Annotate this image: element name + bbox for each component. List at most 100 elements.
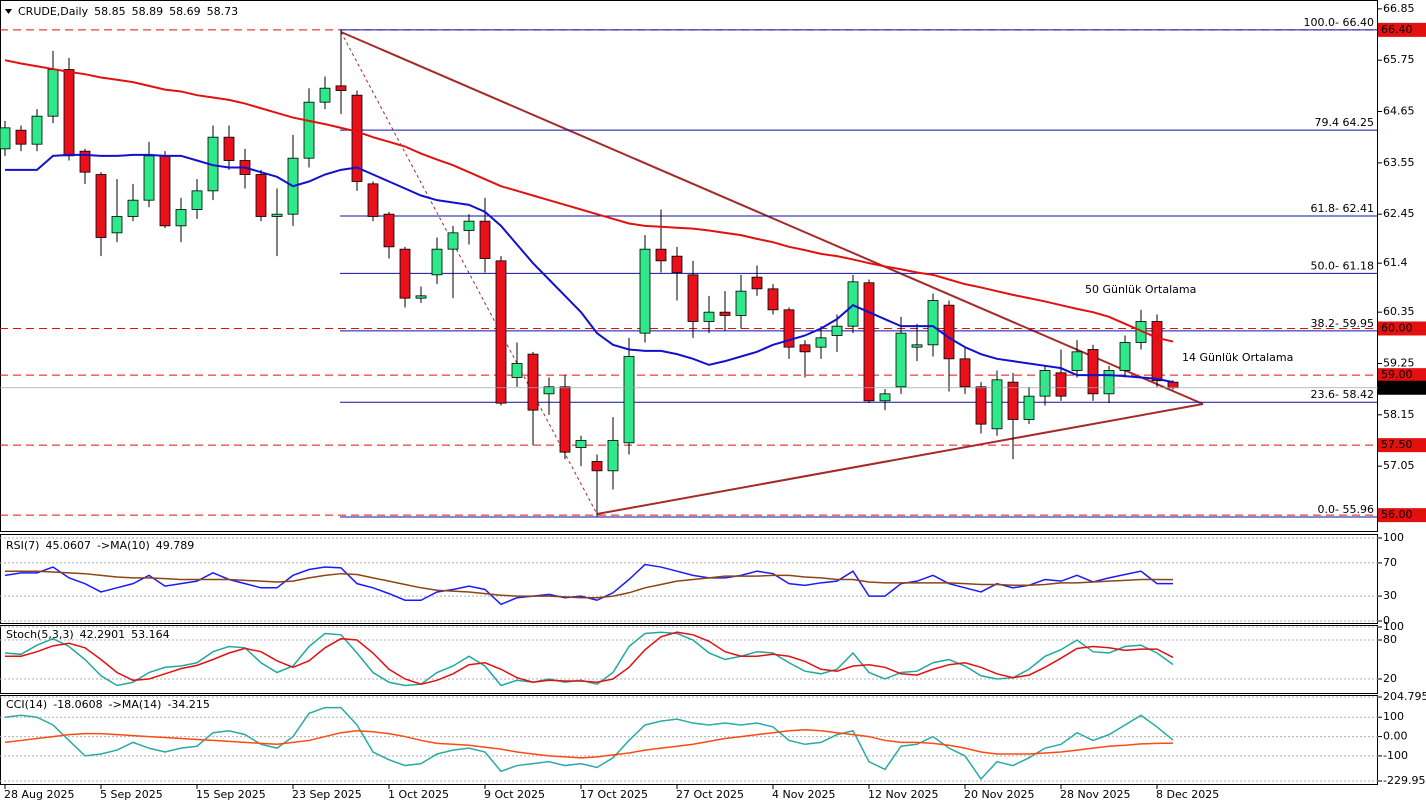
indicator-value: 42.2901 [80,628,126,641]
y-tick-label: 59.25 [1383,356,1415,369]
y-tick-label: 30 [1383,589,1397,602]
fib-label: 23.6- 58.42 [1311,388,1374,401]
ohlc-value: 58.89 [132,5,164,18]
candle-body [783,309,795,348]
level-tag-label: 59.00 [1381,368,1413,381]
level-tag [1378,22,1426,37]
candle-body [351,94,363,182]
chart-header: CRUDE,Daily 58.85 58.89 58.69 58.73 [18,5,238,18]
candle-body [767,288,779,311]
candle-body [367,183,379,217]
menu-arrow [5,9,12,14]
candle-body [927,300,939,346]
candle-body [1071,351,1083,371]
candle-body [463,220,475,231]
level-tag [1378,438,1426,453]
level-tag-label: 56.00 [1381,508,1413,521]
candle-body [1167,381,1179,389]
candle-body [319,87,331,103]
x-tick-label: 9 Oct 2025 [484,788,545,801]
indicator-value: -18.0608 [53,698,102,711]
candle-body [655,248,667,262]
candle-body [303,101,315,159]
indicator-value: 49.789 [156,539,195,552]
last-price-label: 58.73 [1381,381,1413,394]
last-price-tag [1378,380,1426,395]
level-tag-label: 57.50 [1381,438,1413,451]
candle-body [863,282,875,402]
y-tick-label: 63.55 [1383,156,1415,169]
candle-body [1119,342,1131,371]
candle-body [623,356,635,444]
x-tick-label: 28 Aug 2025 [4,788,74,801]
candle-body [799,344,811,353]
candle-body [15,129,27,145]
y-tick-label: -100 [1383,749,1408,762]
candle-body [1103,370,1115,395]
candle-body [223,136,235,161]
indicator-value: -34.215 [167,698,209,711]
upper-trendline [340,31,1204,405]
y-tick-label: 58.15 [1383,408,1415,421]
indicator-header: RSI(7) 45.0607 ->MA(10) 49.789 [6,539,194,552]
candle-body [495,260,507,404]
ohlc-value: 58.85 [94,5,126,18]
fib-label: 61.8- 62.41 [1311,202,1374,215]
candle-body [447,232,459,250]
indicator-name: ->MA(10) [97,539,150,552]
level-tag-label: 66.40 [1381,23,1413,36]
y-tick-label: 204.795 [1383,690,1426,703]
fib-label: 79.4 64.25 [1315,116,1374,129]
candle-body [1039,370,1051,397]
indicator-value: 53.164 [131,628,170,641]
level-tag [1378,508,1426,523]
candle-body [1151,321,1163,382]
level-tag [1378,368,1426,383]
candle-body [1087,349,1099,395]
candle-body [719,311,731,316]
candle-body [959,358,971,388]
y-tick-label: 0.00 [1383,730,1408,743]
indicator-name: ->MA(14) [109,698,162,711]
x-tick-label: 5 Sep 2025 [100,788,163,801]
indicator-line [5,631,1174,685]
ohlc-value: 58.73 [207,5,239,18]
x-tick-label: 4 Nov 2025 [772,788,835,801]
y-tick-label: 0 [1383,614,1390,627]
fib-label: 50.0- 61.18 [1311,259,1374,272]
candle-body [591,461,603,472]
candle-body [191,190,203,210]
candle-body [159,155,171,227]
candle-body [79,150,91,173]
x-tick-label: 12 Nov 2025 [868,788,938,801]
indicator-line [4,729,1174,759]
indicator-line [5,153,1174,384]
x-tick-label: 27 Oct 2025 [676,788,744,801]
candle-body [479,220,491,259]
lower-trendline [596,403,1204,515]
candle-body [31,115,43,145]
cci-frame [0,695,1378,785]
y-tick-label: 100 [1383,710,1404,723]
indicator-line [5,570,1174,599]
candle-body [127,199,139,217]
x-tick-label: 17 Oct 2025 [580,788,648,801]
y-tick-label: 66.85 [1383,2,1415,15]
y-tick-label: 65.75 [1383,53,1415,66]
candle-body [735,290,747,316]
x-tick-label: 20 Nov 2025 [964,788,1034,801]
candle-body [671,255,683,273]
stoch-frame [0,625,1378,694]
rsi-frame [0,534,1378,624]
candle-body [559,386,571,453]
main-frame [0,0,1378,532]
candle-body [991,379,1003,430]
y-tick-label: 64.65 [1383,105,1415,118]
candle-body [399,248,411,299]
y-tick-label: 62.45 [1383,207,1415,220]
candle-body [879,393,891,402]
indicator-name: CCI(14) [6,698,47,711]
candle-body [703,311,715,322]
